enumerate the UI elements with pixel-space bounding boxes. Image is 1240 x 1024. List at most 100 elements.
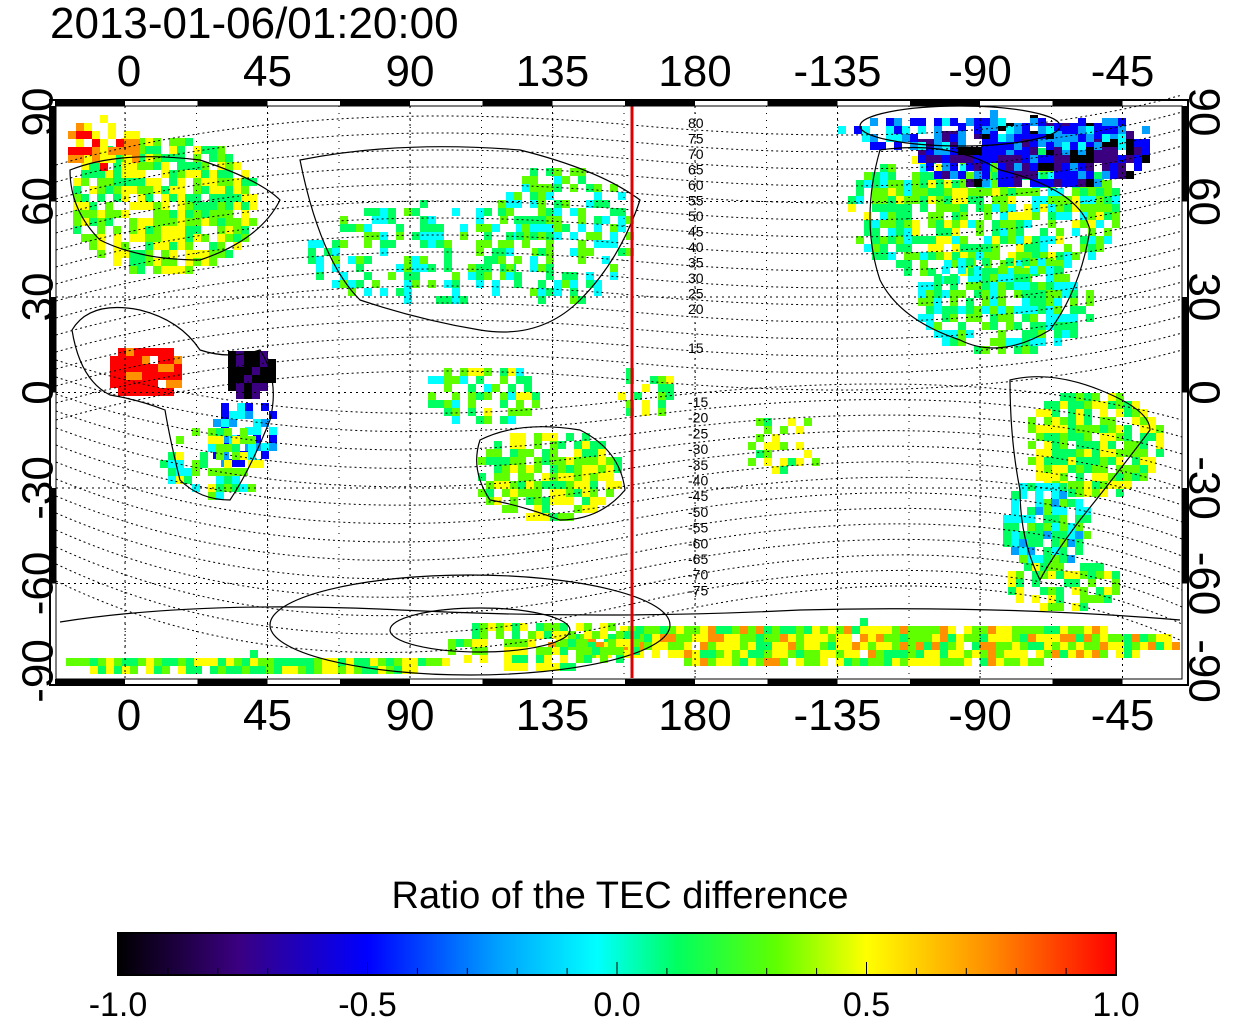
tec-cell — [146, 666, 154, 674]
tec-cell — [642, 408, 650, 416]
tec-cell — [1092, 425, 1100, 433]
tec-cell — [1006, 142, 1014, 150]
tec-cell — [788, 458, 796, 466]
tec-cell — [976, 196, 984, 204]
tec-cell — [1078, 171, 1086, 179]
tec-cell — [952, 244, 960, 252]
tec-cell — [106, 666, 114, 674]
tec-cell — [626, 400, 634, 408]
tec-cell — [1006, 126, 1014, 134]
tec-cell — [209, 194, 217, 202]
tec-cell — [516, 392, 524, 400]
tec-cell — [1094, 142, 1102, 150]
tec-cell — [428, 216, 436, 224]
tec-cell — [1020, 626, 1028, 634]
tec-cell — [492, 256, 500, 264]
tec-cell — [1068, 489, 1076, 497]
tec-cell — [974, 266, 982, 274]
tec-cell — [1051, 491, 1059, 499]
tec-cell — [606, 457, 614, 465]
tec-cell — [201, 162, 209, 170]
tec-cell — [934, 274, 942, 282]
tec-cell — [764, 634, 772, 642]
tec-cell — [918, 290, 926, 298]
tec-cell — [452, 416, 460, 424]
tec-cell — [584, 647, 592, 655]
tec-cell — [598, 473, 606, 481]
tec-cell — [1052, 473, 1060, 481]
tec-cell — [444, 264, 452, 272]
tec-cell — [992, 244, 1000, 252]
tec-cell — [1044, 417, 1052, 425]
tec-cell — [1054, 139, 1062, 147]
tec-cell — [884, 634, 892, 642]
tec-cell — [130, 658, 138, 666]
tec-cell — [884, 658, 892, 666]
tec-cell — [566, 457, 574, 465]
colorbar-tick-label: -0.5 — [338, 986, 397, 1024]
tec-cell — [486, 457, 494, 465]
tec-cell — [532, 392, 540, 400]
tec-cell — [236, 359, 244, 367]
tec-cell — [942, 131, 950, 139]
tec-cell — [536, 647, 544, 655]
tec-cell — [1008, 571, 1016, 579]
tec-cell — [1014, 163, 1022, 171]
tec-cell — [1076, 441, 1084, 449]
tec-cell — [880, 236, 888, 244]
tec-cell — [546, 208, 554, 216]
tec-cell — [1076, 433, 1084, 441]
tec-cell — [522, 224, 530, 232]
tec-cell — [550, 441, 558, 449]
tec-cell — [820, 658, 828, 666]
tec-cell — [764, 642, 772, 650]
contour-label: -75 — [688, 582, 708, 598]
tec-data-layer — [66, 110, 1180, 674]
tec-cell — [862, 126, 870, 134]
tec-cell — [1086, 290, 1094, 298]
tec-cell — [1044, 449, 1052, 457]
tec-cell — [934, 282, 942, 290]
tec-cell — [1092, 634, 1100, 642]
tec-cell — [1051, 547, 1059, 555]
tec-cell — [174, 356, 182, 364]
tec-cell — [492, 384, 500, 392]
tec-cell — [145, 178, 153, 186]
tec-cell — [982, 126, 990, 134]
tec-cell — [558, 441, 566, 449]
tec-cell — [780, 658, 788, 666]
tec-cell — [217, 154, 225, 162]
tec-cell — [420, 200, 428, 208]
tec-cell — [944, 228, 952, 236]
tec-cell — [988, 626, 996, 634]
tec-cell — [972, 626, 980, 634]
tec-cell — [1008, 587, 1016, 595]
tec-cell — [692, 650, 700, 658]
tec-cell — [1070, 314, 1078, 322]
tec-cell — [185, 258, 193, 266]
tec-cell — [249, 202, 257, 210]
tec-cell — [468, 272, 476, 280]
tec-cell — [274, 666, 282, 674]
tec-cell — [976, 244, 984, 252]
tec-cell — [894, 134, 902, 142]
tec-cell — [896, 188, 904, 196]
tec-cell — [626, 248, 634, 256]
tec-cell — [530, 168, 538, 176]
tec-cell — [145, 146, 153, 154]
tec-cell — [338, 658, 346, 666]
tec-cell — [1110, 118, 1118, 126]
tec-cell — [1044, 634, 1052, 642]
tec-cell — [880, 212, 888, 220]
tec-cell — [508, 408, 516, 416]
tec-cell — [966, 298, 974, 306]
tec-cell — [544, 631, 552, 639]
tec-cell — [1051, 531, 1059, 539]
tec-cell — [554, 176, 562, 184]
tec-cell — [952, 188, 960, 196]
tec-cell — [209, 146, 217, 154]
antarctica-coast — [59, 606, 1181, 623]
tec-cell — [236, 367, 244, 375]
tec-cell — [1060, 393, 1068, 401]
tec-cell — [992, 220, 1000, 228]
